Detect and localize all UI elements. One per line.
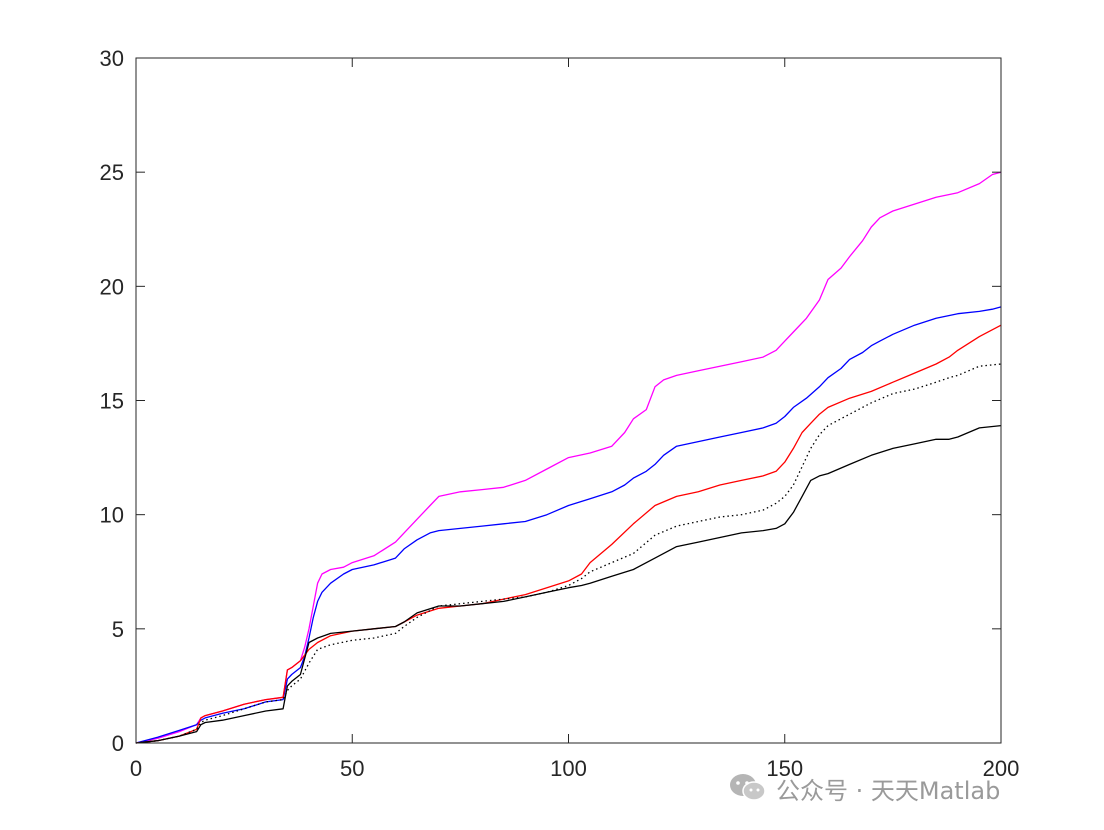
watermark-text: 公众号 · 天天Matlab xyxy=(776,776,1001,805)
y-tick-label-30: 30 xyxy=(100,46,124,71)
x-tick-label-50: 50 xyxy=(340,756,364,781)
series-line-2 xyxy=(135,306,1002,744)
wechat-icon xyxy=(730,774,766,801)
y-tick-label-25: 25 xyxy=(100,160,124,185)
x-tick-label-100: 100 xyxy=(550,756,587,781)
series-line-5 xyxy=(135,424,1002,744)
series-line-4 xyxy=(135,363,1002,744)
ticks-layer xyxy=(135,57,1002,744)
y-tick-label-10: 10 xyxy=(100,503,124,528)
x-tick-label-150: 150 xyxy=(766,756,803,781)
series-line-3 xyxy=(135,324,1002,744)
plot-area xyxy=(136,58,1001,743)
series-layer xyxy=(135,171,1002,744)
watermark: 公众号 · 天天Matlab xyxy=(728,770,1000,806)
y-tick-label-0: 0 xyxy=(112,731,124,756)
y-tick-label-20: 20 xyxy=(100,274,124,299)
tick-labels-layer: 0 50 100 150 200 0 5 10 15 20 25 30 xyxy=(100,46,1020,781)
y-tick-label-5: 5 xyxy=(112,617,124,642)
x-tick-label-0: 0 xyxy=(130,756,142,781)
x-tick-label-200: 200 xyxy=(983,756,1020,781)
y-tick-label-15: 15 xyxy=(100,389,124,414)
